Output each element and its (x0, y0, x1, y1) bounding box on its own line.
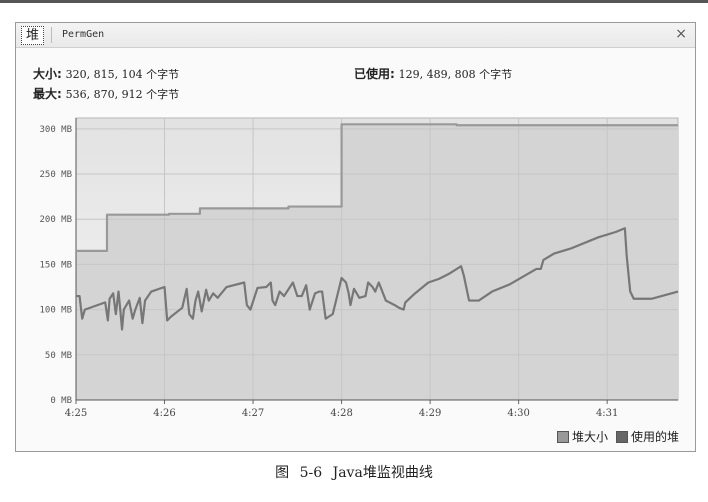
figure-caption: 图 5-6 Java堆监视曲线 (275, 465, 433, 481)
legend-heap-size: 堆大小 (556, 428, 608, 445)
y-tick-label: 250 MB (39, 170, 72, 180)
heap-monitor-panel: 堆 PermGen × 大小: 320, 815, 104 个字节 最大: 53… (15, 22, 696, 452)
max-label: 最大: (33, 87, 62, 101)
x-tick-label: 4:28 (330, 408, 352, 418)
heap-chart: 0 MB 50 MB 100 MB 150 MB 200 MB 250 MB 300 MB 4… (39, 117, 679, 418)
legend-heap-size-label: 堆大小 (571, 430, 608, 444)
y-tick-label: 50 MB (45, 351, 72, 361)
tab-permgen[interactable]: PermGen (62, 29, 105, 40)
legend-used-heap-label: 使用的堆 (630, 430, 679, 444)
used-info: 已使用: 129, 489, 808 个字节 (354, 65, 512, 82)
max-value: 536, 870, 912 个字节 (65, 88, 180, 101)
y-tick-label: 100 MB (39, 306, 72, 316)
used-value: 129, 489, 808 个字节 (398, 68, 513, 81)
y-tick-label: 200 MB (39, 215, 72, 225)
size-label: 大小: (33, 67, 62, 81)
legend-swatch-used-heap (615, 430, 628, 443)
max-info: 最大: 536, 870, 912 个字节 (33, 85, 179, 102)
top-border (0, 0, 708, 3)
x-tick-label: 4:30 (507, 408, 529, 418)
used-label: 已使用: (354, 67, 395, 81)
tab-heap[interactable]: 堆 (21, 26, 45, 45)
y-tick-label: 0 MB (50, 396, 72, 406)
heap-size-line (76, 123, 678, 252)
x-tick-label: 4:26 (153, 408, 175, 418)
tab-separator (51, 27, 52, 43)
x-tick-label: 4:31 (596, 408, 618, 418)
chart-legend: 堆大小 使用的堆 (556, 428, 679, 445)
used-heap-line (76, 227, 679, 331)
legend-used-heap: 使用的堆 (615, 428, 679, 445)
legend-swatch-heap-size (556, 430, 569, 443)
heap-size-area (76, 124, 678, 401)
x-tick-label: 4:29 (419, 408, 441, 418)
y-tick-label: 150 MB (39, 260, 72, 270)
close-icon[interactable]: × (675, 26, 687, 42)
x-tick-label: 4:25 (65, 408, 87, 418)
size-value: 320, 815, 104 个字节 (65, 68, 180, 81)
tab-bar: 堆 PermGen × (16, 23, 695, 48)
y-tick-label: 300 MB (39, 125, 72, 135)
x-tick-label: 4:27 (242, 408, 264, 418)
size-info: 大小: 320, 815, 104 个字节 (33, 65, 179, 82)
